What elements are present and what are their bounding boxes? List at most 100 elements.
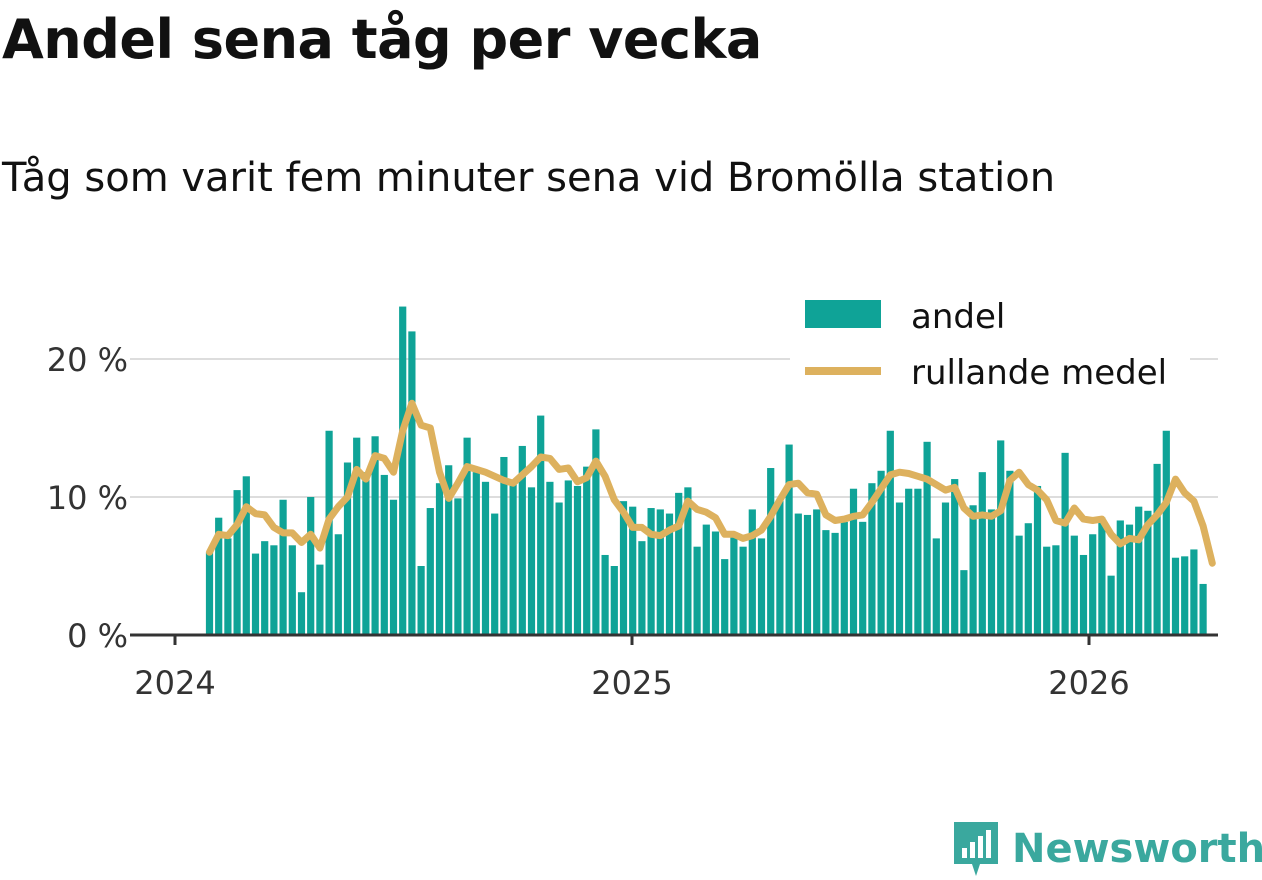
bar bbox=[389, 499, 398, 635]
bar bbox=[1006, 470, 1014, 635]
bar bbox=[417, 566, 425, 635]
bar bbox=[270, 545, 278, 635]
bar bbox=[288, 545, 296, 635]
chart-title: Andel sena tåg per vecka bbox=[2, 8, 762, 71]
brand-name: Newsworthy bbox=[1012, 826, 1262, 872]
bar bbox=[343, 462, 352, 635]
bar bbox=[638, 541, 646, 635]
bar bbox=[325, 430, 333, 635]
bar bbox=[408, 331, 416, 635]
bar bbox=[564, 480, 572, 635]
bar bbox=[813, 509, 821, 635]
bar bbox=[675, 492, 683, 635]
bar bbox=[987, 509, 996, 635]
bar bbox=[969, 505, 977, 635]
bar bbox=[426, 508, 434, 635]
bar bbox=[1061, 452, 1069, 635]
bar bbox=[491, 513, 499, 635]
bar bbox=[1024, 523, 1032, 635]
bar bbox=[1181, 556, 1189, 635]
x-tick-label: 2024 bbox=[134, 664, 215, 702]
legend-label-andel: andel bbox=[911, 297, 1005, 337]
bar bbox=[941, 502, 950, 635]
rolling-average-line bbox=[206, 399, 1216, 567]
bar bbox=[1033, 485, 1042, 635]
bar bbox=[757, 538, 766, 635]
bar bbox=[702, 524, 710, 635]
bar bbox=[261, 541, 269, 635]
bar bbox=[555, 502, 563, 635]
bar bbox=[573, 485, 582, 635]
bar bbox=[509, 483, 517, 635]
bar bbox=[224, 538, 232, 635]
bar bbox=[334, 534, 342, 635]
bar bbox=[785, 444, 793, 635]
bar bbox=[1171, 557, 1180, 635]
bar bbox=[233, 490, 241, 635]
bar bbox=[932, 538, 940, 635]
bar bbox=[803, 514, 812, 635]
bar bbox=[794, 513, 802, 635]
bar bbox=[371, 436, 379, 635]
bar bbox=[665, 513, 674, 635]
bar bbox=[1199, 583, 1207, 635]
bar bbox=[279, 499, 287, 635]
legend-label-rullande-medel: rullande medel bbox=[911, 353, 1167, 393]
y-tick-label: 10 % bbox=[47, 479, 128, 517]
bar bbox=[251, 553, 260, 635]
bar bbox=[205, 552, 214, 635]
bar-series bbox=[205, 306, 1207, 635]
y-tick-label: 20 % bbox=[47, 341, 128, 379]
bar bbox=[997, 440, 1005, 635]
bar bbox=[1015, 535, 1023, 635]
newsworthy-logo-icon bbox=[954, 822, 998, 876]
bar bbox=[840, 521, 848, 635]
bar bbox=[859, 521, 867, 635]
bar bbox=[730, 535, 738, 635]
line-series bbox=[206, 399, 1216, 567]
bar bbox=[242, 476, 250, 635]
bar bbox=[978, 472, 986, 635]
bar bbox=[601, 554, 609, 635]
bar bbox=[1162, 430, 1170, 635]
bar bbox=[592, 429, 600, 635]
bar bbox=[537, 415, 545, 635]
newsworthy-brand: Newsworthy bbox=[950, 818, 1262, 880]
bar bbox=[583, 466, 591, 635]
bar bbox=[1079, 554, 1088, 635]
bar bbox=[877, 470, 885, 635]
legend-swatch-andel bbox=[805, 300, 881, 328]
y-tick-label: 0 % bbox=[67, 617, 128, 655]
bar bbox=[693, 546, 701, 635]
bar bbox=[380, 474, 388, 635]
bar bbox=[445, 465, 453, 635]
bar bbox=[1116, 520, 1124, 635]
bar bbox=[1098, 517, 1106, 635]
bar bbox=[1089, 534, 1097, 635]
bar bbox=[748, 509, 756, 635]
bar bbox=[629, 506, 637, 635]
bar bbox=[822, 530, 830, 635]
bar bbox=[656, 509, 664, 635]
bar bbox=[399, 306, 407, 635]
bar bbox=[776, 499, 784, 635]
bar bbox=[849, 488, 858, 635]
bar bbox=[316, 564, 324, 635]
bar bbox=[1190, 549, 1198, 635]
bar bbox=[905, 488, 913, 635]
bar bbox=[610, 566, 618, 635]
axes: 0 % 10 % 20 % 2024 2025 2026 bbox=[47, 341, 1218, 702]
bar bbox=[297, 592, 306, 635]
bar bbox=[619, 501, 628, 635]
bar bbox=[923, 441, 931, 635]
bar bbox=[684, 487, 692, 635]
bar bbox=[463, 437, 471, 635]
bar bbox=[767, 468, 775, 635]
legend: andel rullande medel bbox=[790, 290, 1190, 400]
bar bbox=[518, 445, 526, 635]
bar bbox=[546, 481, 554, 635]
bar bbox=[711, 531, 720, 635]
bar bbox=[435, 483, 444, 635]
bar bbox=[739, 546, 747, 635]
